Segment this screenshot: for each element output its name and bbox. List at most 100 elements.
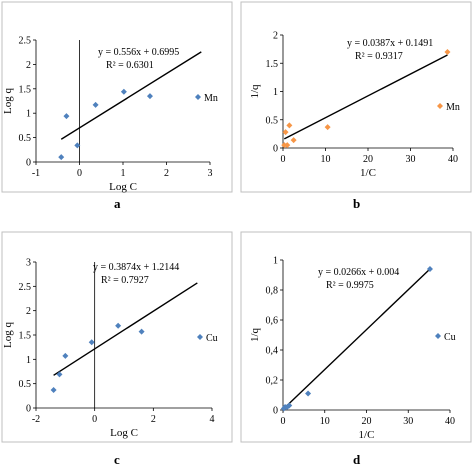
chart-c-equation: y = 0.3874x + 1.2144	[93, 262, 179, 273]
chart-b-point	[444, 48, 451, 55]
chart-a-xtick-label: -1	[32, 168, 40, 179]
chart-c-point	[56, 371, 63, 378]
chart-a-point	[74, 142, 81, 149]
chart-b-point	[282, 129, 289, 136]
chart-a-equation: y = 0.556x + 0.6995	[98, 47, 179, 58]
chart-d-xtick-label: 0	[281, 416, 286, 427]
chart-a-ytick-label: 2	[26, 60, 31, 71]
chart-d-point	[426, 266, 433, 272]
chart-a-ytick-label: 2.5	[19, 36, 32, 47]
chart-b-ytick-label: 0.5	[266, 115, 279, 126]
chart-c-ytick-label: 1.5	[19, 331, 32, 342]
chart-c-xtick-label: 4	[210, 414, 215, 425]
chart-c-ytick-label: 2.5	[19, 282, 32, 293]
chart-b-point	[286, 122, 293, 129]
chart-d: 00,20,40,60,810 10 20 30 401/C1/qy = 0.0266x…	[249, 256, 456, 442]
chart-d-ytick-label: 0	[273, 406, 278, 417]
panel-letter-a: a	[114, 196, 121, 211]
chart-a-point	[120, 88, 127, 95]
chart-c-ytick-label: 0	[26, 404, 31, 415]
chart-d-ytick-label: 0,4	[266, 346, 279, 357]
chart-a-xtick-label: 1	[121, 168, 126, 179]
panel-letter-b: b	[353, 196, 361, 211]
chart-a-ylabel: Log q	[2, 88, 14, 114]
chart-c-xtick-label: -2	[32, 414, 40, 425]
chart-a-point	[63, 113, 70, 120]
chart-c-point	[50, 386, 57, 393]
panel-c-frame	[1, 231, 233, 443]
chart-b-point	[290, 137, 297, 144]
chart-b-point	[284, 142, 291, 149]
chart-a-legend-marker	[195, 94, 201, 100]
chart-a-xtick-label: 3	[208, 168, 213, 179]
panel-letter-c: c	[114, 452, 120, 467]
chart-b-xtick-label: 20	[363, 154, 373, 165]
chart-a-ytick-label: 1.5	[19, 84, 32, 95]
chart-a-ytick-label: 0	[26, 158, 31, 169]
chart-b-xlabel: 1/C	[360, 167, 376, 179]
chart-a-r2: R² = 0.6301	[106, 60, 154, 71]
chart-d-xtick-label: 20	[362, 416, 372, 427]
chart-c-point	[115, 322, 122, 329]
chart-c-trendline	[53, 282, 198, 376]
chart-d-trendline	[282, 268, 431, 410]
chart-d-point	[286, 402, 293, 409]
chart-b-xtick-label: 30	[406, 154, 416, 165]
chart-d-ytick-label: 0,8	[266, 286, 279, 297]
chart-d-xlabel: 1/C	[359, 429, 375, 441]
panel-letter-d: d	[353, 452, 361, 467]
chart-a-ytick-label: 0.5	[19, 133, 32, 144]
chart-c-legend-label: Cu	[206, 333, 218, 344]
chart-d-ytick-label: 0,2	[266, 376, 279, 387]
chart-a-xtick-label: 2	[164, 168, 169, 179]
chart-c-r2: R² = 0.7927	[101, 275, 149, 286]
panel-b-frame	[240, 1, 472, 193]
chart-c-ytick-label: 1	[26, 355, 31, 366]
chart-d-equation: y = 0.0266x + 0.004	[318, 267, 399, 278]
chart-d-point	[305, 390, 312, 397]
chart-d-r2: R² = 0.9975	[326, 280, 374, 291]
chart-d-xtick-label: 30	[403, 416, 413, 427]
chart-d-ylabel: 1/q	[249, 327, 261, 342]
chart-b-xtick-label: 40	[448, 154, 458, 165]
chart-a-xtick-label: 0	[77, 168, 82, 179]
panel-d-frame	[240, 231, 472, 443]
chart-d-ytick-label: 1	[273, 256, 278, 267]
chart-c-ytick-label: 3	[26, 258, 31, 269]
chart-c-xtick-label: 2	[151, 414, 156, 425]
chart-a-xlabel: Log C	[109, 181, 137, 193]
chart-b-xtick-label: 0	[281, 154, 286, 165]
chart-a-trendline	[60, 51, 202, 140]
chart-c-ylabel: Log q	[2, 322, 14, 348]
chart-c-xtick-label: 0	[92, 414, 97, 425]
chart-b-r2: R² = 0.9317	[355, 51, 403, 62]
chart-c-ytick-label: 0.5	[19, 379, 32, 390]
chart-c-ytick-label: 2	[26, 306, 31, 317]
chart-c-legend-marker	[197, 334, 203, 340]
chart-d-xtick-label: 40	[445, 416, 455, 427]
chart-b-xtick-label: 10	[321, 154, 331, 165]
chart-b-ytick-label: 0	[273, 144, 278, 155]
chart-b-ylabel: 1/q	[249, 84, 261, 99]
chart-a-point	[58, 154, 65, 161]
chart-b-legend-marker	[437, 103, 443, 109]
chart-b-ytick-label: 2	[273, 31, 278, 42]
chart-c-point	[88, 339, 95, 346]
chart-a-legend-label: Mn	[204, 93, 218, 104]
chart-d-legend-marker	[435, 333, 441, 339]
chart-a-point	[146, 93, 153, 100]
chart-d-xtick-label: 10	[320, 416, 330, 427]
chart-b-ytick-label: 1	[273, 87, 278, 98]
chart-c-point	[138, 328, 145, 335]
chart-b-point	[324, 124, 331, 131]
chart-a-point	[92, 101, 99, 108]
chart-c-xlabel: Log C	[110, 427, 138, 439]
chart-b-legend-label: Mn	[446, 102, 460, 113]
chart-b-ytick-label: 1.5	[266, 59, 279, 70]
chart-d-ytick-label: 0,6	[266, 316, 279, 327]
chart-a-ytick-label: 1	[26, 109, 31, 120]
chart-b-trendline	[283, 54, 448, 140]
chart-c-point	[62, 352, 69, 359]
